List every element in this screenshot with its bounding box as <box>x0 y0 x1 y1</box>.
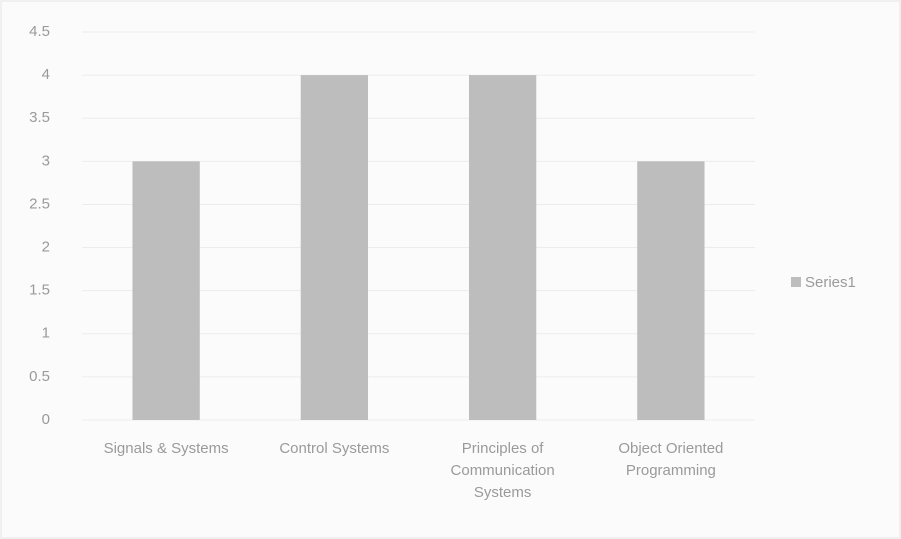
y-tick-label: 4.5 <box>29 23 50 40</box>
legend-label: Series1 <box>805 274 856 291</box>
x-tick-label: Principles of Communication Systems <box>450 440 555 501</box>
x-tick-label: Object Oriented Programming <box>618 440 724 479</box>
y-tick-label: 3 <box>42 152 50 169</box>
y-tick-label: 1 <box>42 325 50 342</box>
y-tick-label: 0.5 <box>29 368 50 385</box>
bar <box>132 161 200 421</box>
y-tick-label: 2.5 <box>29 195 50 212</box>
x-tick-label: Control Systems <box>279 440 390 457</box>
legend-swatch <box>791 277 801 287</box>
y-tick-label: 1.5 <box>29 282 50 299</box>
y-tick-label: 4 <box>42 66 50 83</box>
y-tick-label: 3.5 <box>29 109 50 126</box>
bar <box>637 161 705 421</box>
y-tick-label: 0 <box>42 411 50 428</box>
bar <box>300 75 369 420</box>
x-tick-label: Signals & Systems <box>103 440 229 457</box>
bar <box>468 75 537 420</box>
y-tick-label: 2 <box>42 239 50 256</box>
